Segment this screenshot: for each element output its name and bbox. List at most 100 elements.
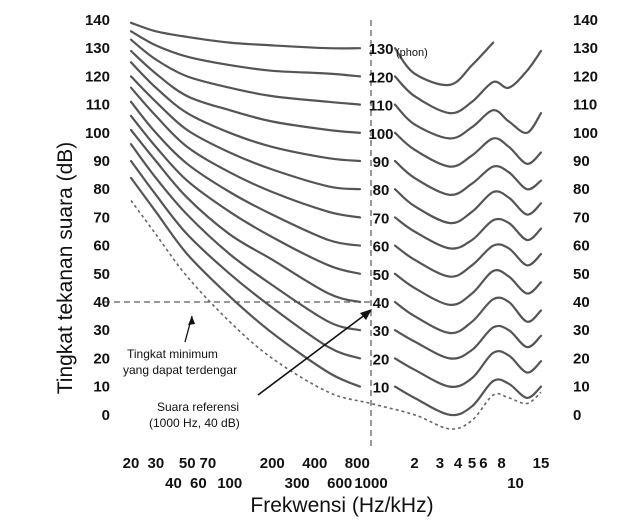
phon-label-70: 70 xyxy=(373,210,390,227)
phon-curve-30-high xyxy=(393,324,543,360)
phon-label-50: 50 xyxy=(373,267,390,284)
y-tick-left-40: 40 xyxy=(93,294,110,311)
phon-curve-60-low xyxy=(129,100,362,247)
phon-curve-100-high xyxy=(393,131,543,168)
x-tick-top-8: 8 xyxy=(497,455,505,472)
x-tick-bottom-1000: 1000 xyxy=(354,475,387,492)
phon-curve-100-low xyxy=(129,49,362,134)
y-tick-right-0: 0 xyxy=(573,407,581,424)
phon-label-100: 100 xyxy=(368,126,393,143)
x-tick-top-30: 30 xyxy=(148,455,165,472)
phon-curve-60-high xyxy=(393,243,543,278)
y-tick-left-50: 50 xyxy=(93,266,110,283)
x-tick-top-2: 2 xyxy=(410,455,418,472)
phon-curve-70-high xyxy=(393,216,543,250)
y-tick-right-110: 110 xyxy=(573,97,597,114)
phon-unit-label: (phon) xyxy=(396,47,428,59)
x-tick-top-5: 5 xyxy=(468,455,476,472)
threshold-arrowhead-icon xyxy=(188,316,195,325)
y-tick-left-0: 0 xyxy=(102,407,110,424)
phon-labels: 130 120 110 100 90 80 70 60 50 40 30 20 10 xyxy=(368,41,393,396)
y-tick-left-30: 30 xyxy=(93,322,110,339)
y-tick-left-130: 130 xyxy=(85,40,110,57)
x-tick-top-3: 3 xyxy=(436,455,444,472)
x-tick-top-4: 4 xyxy=(454,455,463,472)
phon-curve-10-low xyxy=(129,176,362,388)
y-tick-right-50: 50 xyxy=(573,266,590,283)
y-tick-right-20: 20 xyxy=(573,350,590,367)
y-tick-left-70: 70 xyxy=(93,209,110,226)
x-tick-bottom-60: 60 xyxy=(190,475,207,492)
x-tick-bottom-300: 300 xyxy=(285,475,310,492)
phon-curve-20-high xyxy=(393,350,543,388)
x-tick-top-70: 70 xyxy=(200,455,217,472)
phon-curve-110-low xyxy=(129,38,362,106)
y-tick-right-100: 100 xyxy=(573,125,598,142)
y-tick-left-140: 140 xyxy=(85,12,110,29)
y-tick-right-10: 10 xyxy=(573,379,590,396)
phon-label-30: 30 xyxy=(373,323,390,340)
x-tick-top-200: 200 xyxy=(260,455,285,472)
phon-label-110: 110 xyxy=(369,98,393,115)
x-tick-bottom-600: 600 xyxy=(327,475,352,492)
phon-curve-80-low xyxy=(129,75,362,191)
y-tick-right-70: 70 xyxy=(573,209,590,226)
x-tick-bottom-10: 10 xyxy=(507,475,524,492)
phon-label-130: 130 xyxy=(368,41,393,58)
x-tick-top-20: 20 xyxy=(123,455,140,472)
phon-label-40: 40 xyxy=(373,295,390,312)
x-tick-bottom-40: 40 xyxy=(165,475,182,492)
x-tick-top-6: 6 xyxy=(479,455,487,472)
phon-curve-40-low xyxy=(129,128,362,304)
phon-curve-20-low xyxy=(129,159,362,360)
phon-curve-40-high xyxy=(393,296,543,335)
x-tick-top-50: 50 xyxy=(179,455,196,472)
y-tick-right-80: 80 xyxy=(573,181,590,198)
phon-label-90: 90 xyxy=(373,154,390,171)
y-tick-left-90: 90 xyxy=(93,153,110,170)
phon-curve-70-low xyxy=(129,86,362,219)
reference-annotation-arrow xyxy=(257,310,371,396)
phon-label-120: 120 xyxy=(368,69,393,86)
y-tick-left-120: 120 xyxy=(85,68,110,85)
phon-curve-50-low xyxy=(129,114,362,275)
phon-label-80: 80 xyxy=(373,182,390,199)
y-axis-label: Tingkat tekanan suara (dB) xyxy=(54,142,77,395)
phon-curve-130-low xyxy=(129,21,362,50)
phon-label-10: 10 xyxy=(373,380,390,397)
phon-curve-130-high xyxy=(393,41,495,87)
x-axis-label: Frekwensi (Hz/kHz) xyxy=(250,494,433,517)
x-tick-top-15: 15 xyxy=(533,455,550,472)
y-tick-left-80: 80 xyxy=(93,181,110,198)
threshold-annotation-line2: yang dapat terdengar xyxy=(123,363,237,377)
y-tick-left-60: 60 xyxy=(93,238,110,255)
y-tick-right-130: 130 xyxy=(573,40,598,57)
y-tick-right-140: 140 xyxy=(573,12,598,29)
y-tick-left-100: 100 xyxy=(85,125,110,142)
phon-label-60: 60 xyxy=(373,239,390,256)
y-tick-left-20: 20 xyxy=(93,350,110,367)
phon-curve-120-low xyxy=(129,30,362,78)
y-tick-right-30: 30 xyxy=(573,322,590,339)
y-tick-left-110: 110 xyxy=(86,97,110,114)
y-tick-right-40: 40 xyxy=(573,294,590,311)
phon-label-20: 20 xyxy=(373,351,390,368)
phon-curve-10-high xyxy=(393,378,543,417)
phon-curves xyxy=(129,21,543,417)
phon-curve-80-high xyxy=(393,188,543,225)
reference-annotation-line2: (1000 Hz, 40 dB) xyxy=(149,416,240,430)
x-tick-top-800: 800 xyxy=(345,455,370,472)
hearing-threshold-curve xyxy=(130,200,542,430)
x-tick-bottom-100: 100 xyxy=(217,475,242,492)
reference-arrowhead-icon xyxy=(360,309,372,320)
phon-curve-120-high xyxy=(393,49,543,115)
phon-curve-90-high xyxy=(393,159,543,196)
threshold-annotation-line1: Tingkat minimum xyxy=(127,347,218,361)
phon-curve-110-high xyxy=(393,103,543,140)
y-tick-left-10: 10 xyxy=(93,379,110,396)
x-tick-top-400: 400 xyxy=(302,455,327,472)
